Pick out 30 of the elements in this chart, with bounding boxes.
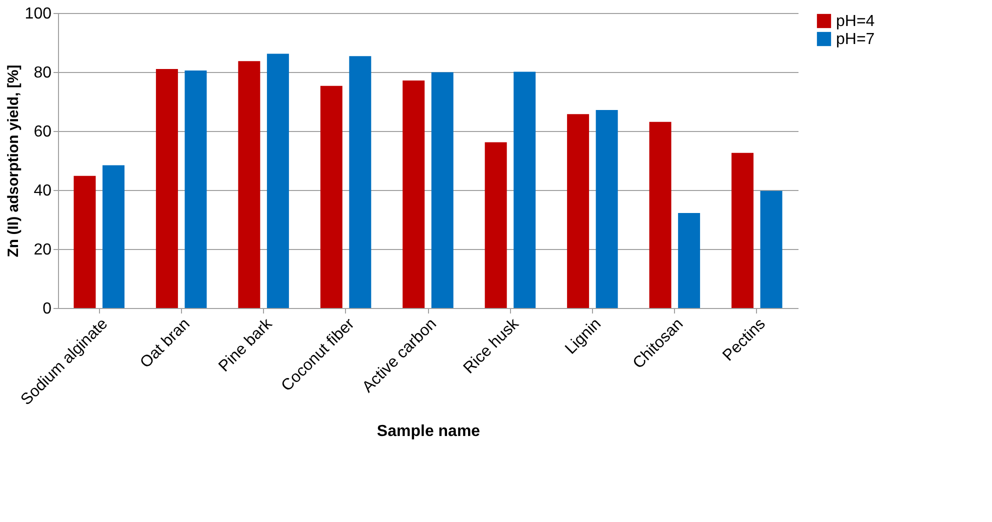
bar: [678, 213, 700, 308]
bar: [266, 54, 289, 308]
bar: [596, 110, 618, 308]
bar: [74, 176, 96, 308]
legend-label: pH=4: [836, 13, 875, 30]
bar: [431, 72, 454, 308]
x-tick-label: Oat bran: [137, 316, 194, 372]
legend-label: pH=7: [836, 31, 875, 48]
bar: [402, 80, 425, 308]
bar: [567, 114, 590, 308]
bar: [320, 86, 342, 308]
y-tick-label: 40: [34, 182, 52, 200]
bar: [349, 56, 372, 308]
bar: [102, 165, 124, 308]
y-tick-label: 100: [24, 6, 52, 22]
y-tick-label: 0: [42, 300, 52, 318]
bar: [484, 142, 507, 308]
bar: [514, 72, 536, 308]
bar: [649, 122, 672, 308]
bar: [732, 152, 754, 308]
bar: [760, 190, 782, 308]
x-axis-title: Sample name: [376, 422, 480, 440]
y-tick-label: 60: [34, 124, 52, 140]
y-tick-label: 20: [34, 242, 52, 258]
y-axis-title: Zn (II) adsorption yield, [%]: [4, 64, 22, 258]
bar: [238, 61, 260, 308]
bar: [184, 70, 207, 308]
bar: [156, 69, 178, 308]
y-tick-label: 80: [34, 64, 52, 82]
x-tick-label: Pine bark: [216, 314, 276, 376]
